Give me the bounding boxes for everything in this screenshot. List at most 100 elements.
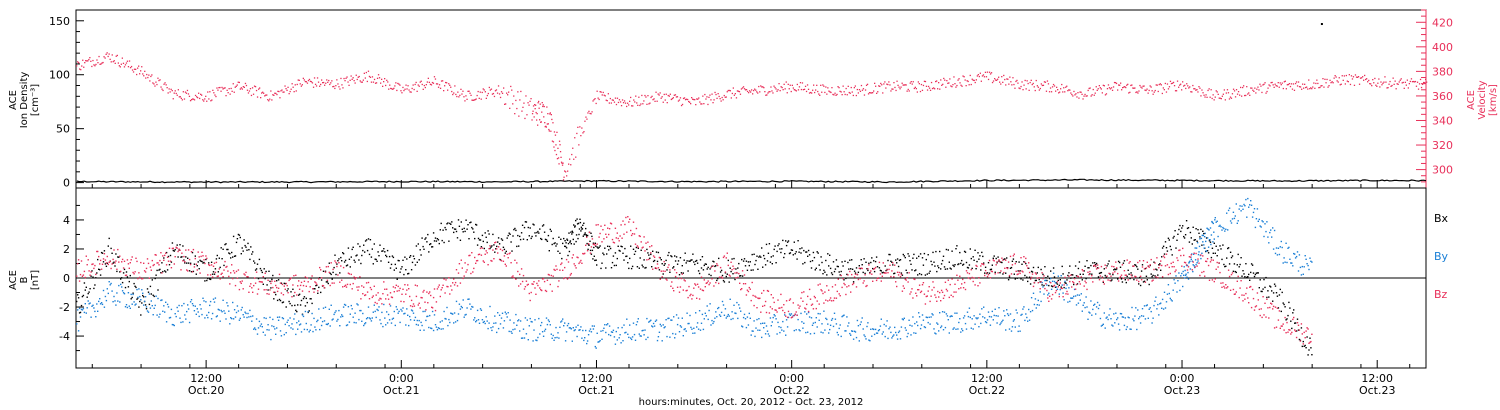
velocity-point [759,91,761,93]
by-point [293,318,295,320]
bx-point [136,298,138,300]
by-point [210,318,213,320]
bx-point [575,219,577,222]
velocity-point [832,93,834,96]
velocity-point [546,106,548,108]
velocity-point [1405,84,1407,86]
velocity-point [706,96,708,98]
velocity-point [1162,87,1164,89]
velocity-point [1389,80,1391,83]
bx-point [804,261,806,264]
velocity-point [898,86,900,88]
bx-point [296,310,298,313]
velocity-point [1244,94,1246,97]
by-point [197,311,199,313]
velocity-point [223,87,225,89]
bx-point [574,226,576,228]
by-point [983,306,985,308]
velocity-point [700,103,702,105]
bx-point [1151,275,1153,278]
by-point [1127,316,1129,318]
bz-point [220,273,222,275]
by-point [456,319,459,322]
bz-point [912,297,914,299]
bz-point [206,257,208,260]
velocity-point [704,93,706,96]
velocity-point [381,78,383,80]
by-point [492,326,494,328]
by-point [753,320,755,322]
bz-point [367,281,370,284]
by-point [740,310,742,312]
bx-point [633,253,636,255]
velocity-point [1149,85,1151,87]
velocity-point [1143,85,1145,87]
velocity-point [534,104,536,106]
bx-point [576,218,578,220]
bz-point [796,314,798,316]
bz-point [569,274,572,276]
bx-point [1154,275,1156,277]
bx-point [1087,267,1089,269]
by-point [1153,304,1155,307]
by-point [427,315,429,317]
bz-point [99,259,102,262]
by-point [208,311,210,314]
by-point [1300,274,1303,276]
velocity-point [950,85,952,87]
by-point [77,309,79,311]
velocity-point [121,57,123,59]
velocity-point [233,91,235,93]
bz-point [596,243,598,245]
bz-point [120,270,122,273]
right-tick-label: 360 [1432,90,1453,103]
bz-point [240,282,242,284]
velocity-point [522,106,524,108]
by-point [785,319,788,321]
bz-point [719,266,722,269]
by-point [1067,301,1069,303]
by-point [1066,284,1068,286]
bz-point [256,293,259,295]
velocity-point [1375,84,1377,86]
by-point [895,331,897,334]
velocity-point [840,91,842,93]
velocity-point [365,71,367,74]
bz-point [452,282,454,284]
by-point [684,328,686,330]
velocity-point [661,96,663,98]
bz-point [832,299,835,302]
bx-point [363,244,365,246]
by-point [1205,250,1208,252]
velocity-point [566,175,568,177]
velocity-point [1016,79,1018,82]
bx-point [390,263,393,266]
bx-point [243,239,245,241]
bx-point [982,255,984,258]
by-point [745,326,748,329]
bz-point [333,282,335,284]
bx-point [631,265,634,268]
bz-point [127,263,130,265]
by-point [333,313,335,316]
velocity-point [591,111,593,113]
velocity-point [111,54,113,56]
bx-point [192,270,195,273]
bz-point [732,265,734,267]
bx-point [619,250,621,252]
by-point [431,327,433,330]
bz-point [283,285,285,287]
bz-point [901,290,904,292]
bz-point [643,236,645,238]
velocity-point [1003,74,1005,77]
bz-point [702,289,705,292]
by-point [908,319,910,321]
by-point [446,306,448,309]
velocity-point [218,87,220,89]
bx-point [231,251,233,254]
bz-point [144,271,147,273]
by-point [1282,262,1284,264]
velocity-point [410,91,412,93]
velocity-point [539,103,541,105]
velocity-point [1153,91,1155,93]
